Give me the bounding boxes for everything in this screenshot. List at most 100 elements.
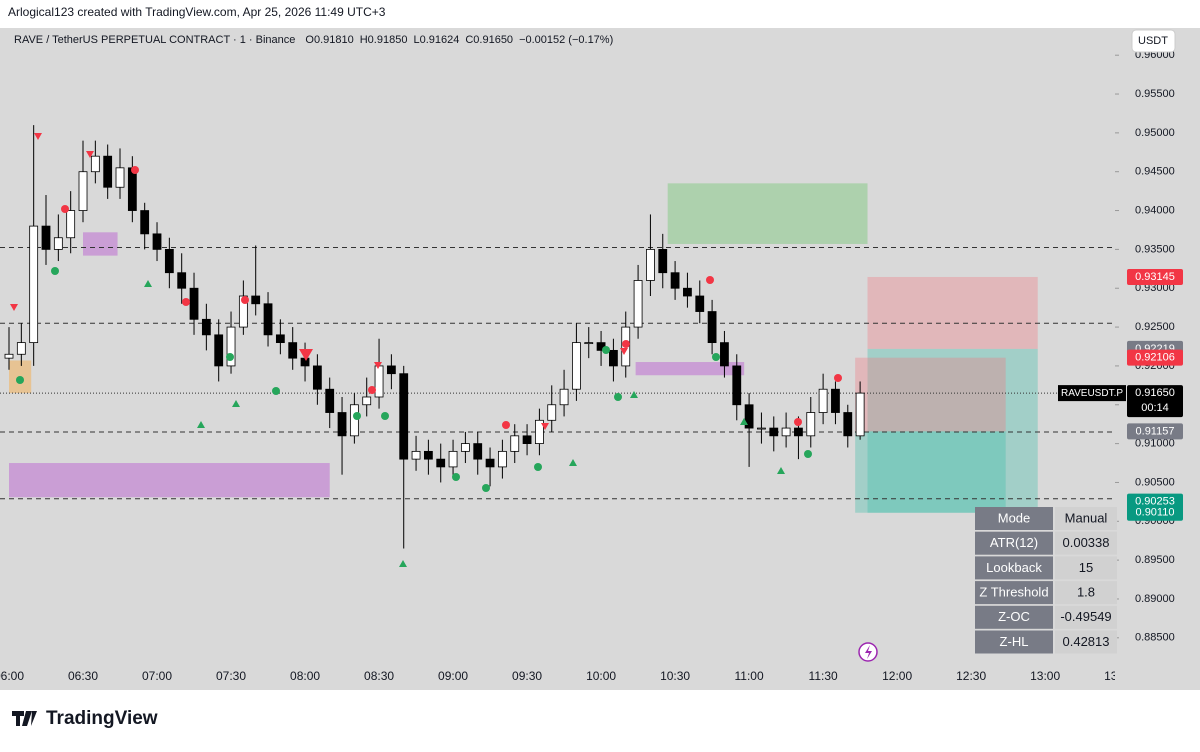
price-label: 0.93145 [1135,271,1175,283]
candle-body [460,443,470,452]
candle-body [374,365,384,398]
candle-body [78,171,88,211]
table-key: Mode [998,510,1031,525]
sell-dots [61,166,842,429]
table-key: ATR(12) [990,535,1038,550]
chart-header: RAVE / TetherUS PERPETUAL CONTRACT · 1 ·… [14,34,613,46]
ohlc-value: −0.00152 (−0.17%) [519,34,613,46]
candle-body [251,295,261,305]
alert-bolt [865,645,872,659]
zone [83,232,118,256]
candle-body [584,342,594,345]
candle-body [658,248,668,274]
candle-body [263,303,273,336]
candle-body [633,280,643,328]
candle-body [781,427,791,437]
zone [867,276,1038,349]
candle-body [794,427,803,437]
table-value: 1.8 [1077,585,1095,600]
y-tick-label: 0.90500 [1135,476,1175,488]
y-tick-label: 0.95500 [1135,88,1175,100]
x-tick-label: 06:00 [0,669,24,683]
x-tick-label: 09:30 [512,669,542,683]
y-tick-label: 0.89500 [1135,554,1175,566]
table-key: Z-OC [998,609,1030,624]
table-key-cell [975,605,1053,629]
x-tick-label: 12:30 [956,669,986,683]
table-value-cell [1055,581,1117,605]
candle-body [226,326,236,367]
x-tick-label: 07:00 [142,669,172,683]
candle-body [448,450,458,468]
time-axis: 06:00 06:30 07:00 07:30 08:00 08:30 09:00 09:30… [0,669,1134,683]
candle-body [4,353,14,359]
zone [9,463,330,498]
ohlc-value: C0.91650 [465,34,513,46]
price-label: 0.92106 [1135,352,1175,364]
x-tick-label: 13:30 [1104,669,1134,683]
candle-body [127,167,137,211]
ohlc-value: O0.91810 [305,34,353,46]
x-tick-label: 11:00 [735,669,764,683]
candle-body [115,167,125,188]
candle-body [349,404,359,437]
candle-body [818,388,828,413]
table-key-cell [975,531,1053,555]
table-value-cell [1055,630,1117,654]
candle-body [41,225,51,250]
table-value-cell [1055,556,1117,580]
zone [855,431,1006,513]
candle-body [238,295,248,328]
candle-body [90,155,100,173]
candle-body [485,458,495,468]
y-tick-label: 0.94500 [1135,166,1175,178]
candle-body [670,272,680,289]
table-key-cell [975,556,1053,580]
table-value-cell [1055,531,1117,555]
zone [635,362,745,376]
price-label-box [1127,504,1183,521]
candle-body [362,396,372,406]
candle-body [831,388,840,413]
x-tick-label: 12:00 [882,669,912,683]
candle-body [522,435,532,445]
candle-body [399,373,409,460]
candle-body [29,225,39,344]
y-tick-label: 0.93000 [1135,282,1175,294]
candle-body [177,272,187,289]
candle-body [16,342,26,355]
candle-body [275,334,285,344]
candle-body [337,412,347,437]
currency: USDT [1138,35,1168,47]
table-value: -0.49549 [1060,609,1111,624]
candle-body [386,365,396,375]
candle-body [510,435,520,452]
table-key-cell [975,630,1053,654]
table-value: Manual [1065,510,1108,525]
y-tick-label: 0.92500 [1135,321,1175,333]
candle-body [769,427,779,437]
y-tick-label: 0.89000 [1135,593,1175,605]
table-value-cell [1055,605,1117,629]
candle-body [720,342,729,367]
x-tick-label: 13:00 [1030,669,1060,683]
table-key-cell [975,581,1053,605]
table-value: 0.00338 [1063,535,1110,550]
countdown: 00:14 [1141,402,1169,414]
x-tick-label: 08:30 [364,669,394,683]
symbol-box [1058,385,1126,402]
table-key: Z-HL [1000,634,1029,649]
table-key-cell [975,507,1053,530]
candle-body [214,334,224,367]
candle-body [325,388,335,413]
candle-body [411,450,421,460]
candle-body [103,155,113,188]
table-value-cell [1055,507,1117,530]
candle-body [646,248,655,281]
candle-body [152,233,162,250]
x-tick-label: 10:30 [660,669,690,683]
currency-button[interactable] [1131,29,1176,53]
candle-body [436,458,446,468]
y-tick-label: 0.95000 [1135,127,1175,139]
